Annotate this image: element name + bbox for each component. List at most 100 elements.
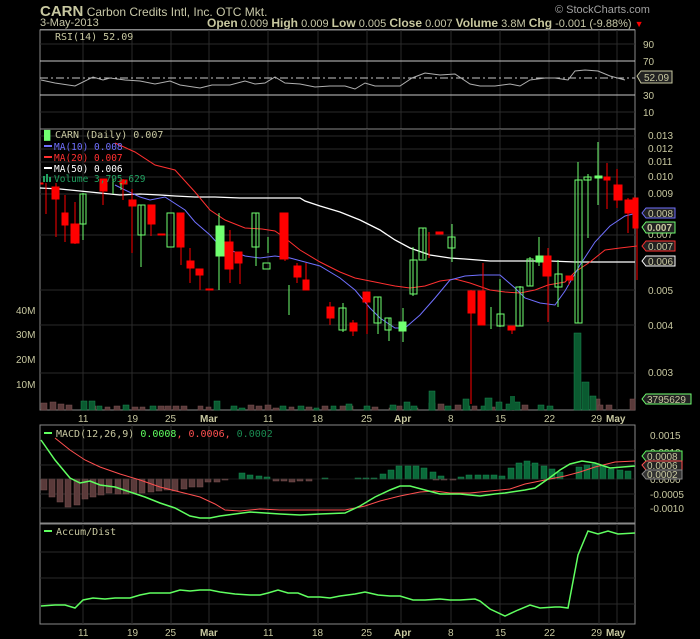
high-value: 0.009: [301, 18, 329, 30]
svg-text:Apr: Apr: [394, 628, 411, 639]
ma50-line: [39, 187, 635, 263]
chg-value: -0.001 (-9.88%): [555, 18, 632, 30]
ma10-tag: 0.008: [641, 207, 676, 220]
accum-dist-line: [40, 530, 636, 617]
svg-text:0.007: 0.007: [647, 223, 672, 234]
svg-text:25: 25: [165, 628, 177, 639]
price-legend: █ CARN (Daily) 0.007 MA(10) 0.008 MA(20)…: [43, 129, 163, 185]
svg-text:40M: 40M: [16, 306, 35, 317]
macd-legend: MACD(12,26,9) 0.0008, 0.0006, 0.0002: [56, 429, 273, 440]
quote-summary: Open 0.009 High 0.009 Low 0.005 Close 0.…: [207, 16, 644, 30]
macd-tag: 0.0008: [641, 450, 683, 463]
macd-panel: MACD(12,26,9) 0.0008, 0.0006, 0.0002 0.0…: [39, 424, 684, 524]
svg-text:0.0006: 0.0006: [647, 461, 678, 472]
low-label: Low: [331, 16, 356, 30]
histogram-tag: 0.0002: [641, 469, 683, 481]
candles: [40, 142, 639, 404]
svg-text:CARN (Daily) 0.007: CARN (Daily) 0.007: [55, 130, 163, 141]
accum-dist-legend: Accum/Dist: [56, 527, 116, 538]
svg-text:MA(10) 0.008: MA(10) 0.008: [54, 142, 123, 153]
low-value: 0.005: [358, 18, 387, 30]
svg-text:0.006: 0.006: [648, 257, 673, 268]
svg-text:0.005: 0.005: [648, 286, 673, 297]
ma20-tag: 0.007: [641, 240, 676, 253]
svg-text:0.0002: 0.0002: [647, 470, 678, 481]
svg-text:May: May: [606, 628, 626, 639]
close-label: Close: [389, 16, 422, 30]
svg-text:22: 22: [544, 414, 556, 425]
x-axis-lower: 11 19 25 Mar 11 18 25 Apr 8 15 22 29 May: [78, 628, 626, 639]
svg-text:0.009: 0.009: [648, 189, 673, 200]
svg-text:19: 19: [127, 628, 139, 639]
svg-text:0.0008: 0.0008: [647, 452, 678, 463]
svg-text:MA(50) 0.006: MA(50) 0.006: [54, 164, 123, 175]
svg-text:0.010: 0.010: [648, 172, 673, 183]
ma50-tag: 0.006: [641, 255, 676, 268]
svg-text:70: 70: [643, 57, 655, 68]
svg-text:25: 25: [361, 414, 373, 425]
chg-label: Chg: [528, 16, 553, 30]
svg-text:29: 29: [591, 414, 603, 425]
volume-value: 3.8M: [501, 18, 526, 30]
svg-text:MA(20) 0.007: MA(20) 0.007: [54, 153, 123, 164]
svg-text:0.0000: 0.0000: [650, 475, 681, 486]
svg-text:10: 10: [643, 108, 655, 119]
accum-dist-panel: Accum/Dist: [39, 523, 636, 625]
svg-text:90: 90: [643, 40, 655, 51]
open-value: 0.009: [240, 18, 269, 30]
svg-text:25: 25: [165, 414, 177, 425]
rsi-panel: RSI(14) 52.09 90 70 30 10 52.09: [39, 29, 673, 130]
svg-text:11: 11: [78, 414, 89, 425]
svg-text:8: 8: [448, 414, 454, 425]
svg-text:Apr: Apr: [394, 414, 411, 425]
x-axis-upper: 11 19 25 Mar 11 18 25 Apr 8 15 22 29 May: [78, 414, 626, 425]
svg-text:19: 19: [127, 414, 139, 425]
volume-label: Volume: [455, 16, 499, 30]
rsi-legend: RSI(14) 52.09: [55, 32, 133, 43]
svg-text:0.004: 0.004: [648, 321, 673, 332]
svg-text:Mar: Mar: [200, 414, 218, 425]
svg-text:0.007: 0.007: [648, 230, 673, 241]
svg-text:30M: 30M: [16, 330, 35, 341]
ma20-line: [114, 142, 638, 294]
svg-text:Volume 3,795,629: Volume 3,795,629: [54, 174, 146, 185]
svg-text:0.011: 0.011: [648, 157, 673, 168]
svg-text:8: 8: [448, 628, 454, 639]
svg-text:11: 11: [263, 414, 274, 425]
volume-bars: [40, 332, 636, 411]
svg-text:20M: 20M: [16, 355, 35, 366]
svg-text:3795629: 3795629: [647, 395, 686, 406]
svg-text:-0.0005: -0.0005: [650, 490, 684, 501]
company-name: Carbon Credits Intl, Inc.: [86, 5, 213, 19]
volume-tag: 3795629: [641, 393, 692, 406]
svg-text:May: May: [606, 414, 626, 425]
close-value: 0.007: [425, 18, 453, 30]
svg-text:30: 30: [643, 91, 655, 102]
svg-text:-0.0010: -0.0010: [650, 504, 684, 515]
high-label: High: [271, 16, 298, 30]
svg-text:11: 11: [78, 628, 89, 639]
chart-date: 3-May-2013: [40, 17, 99, 29]
svg-text:0.0015: 0.0015: [650, 431, 681, 442]
symbol: CARN: [40, 3, 84, 20]
svg-text:0.013: 0.013: [648, 131, 673, 142]
chart-title: CARN Carbon Credits Intl, Inc. OTC Mkt.: [40, 3, 267, 20]
svg-text:0.008: 0.008: [648, 209, 673, 220]
open-label: Open: [207, 16, 238, 30]
svg-text:15: 15: [495, 628, 507, 639]
svg-text:11: 11: [263, 628, 274, 639]
price-panel: █ CARN (Daily) 0.007 MA(10) 0.008 MA(20)…: [16, 128, 692, 411]
candlestick-icon: █: [44, 129, 51, 141]
exchange: OTC Mkt.: [216, 5, 268, 19]
svg-text:10M: 10M: [16, 380, 35, 391]
ma10-line: [114, 184, 638, 329]
svg-text:52.09: 52.09: [644, 73, 669, 84]
svg-text:0.012: 0.012: [648, 144, 673, 155]
svg-text:0.007: 0.007: [648, 242, 673, 253]
svg-text:25: 25: [361, 628, 373, 639]
signal-tag: 0.0006: [641, 460, 683, 472]
svg-text:15: 15: [495, 414, 507, 425]
close-tag: 0.007: [641, 221, 676, 234]
down-triangle-icon: ▼: [634, 19, 644, 29]
